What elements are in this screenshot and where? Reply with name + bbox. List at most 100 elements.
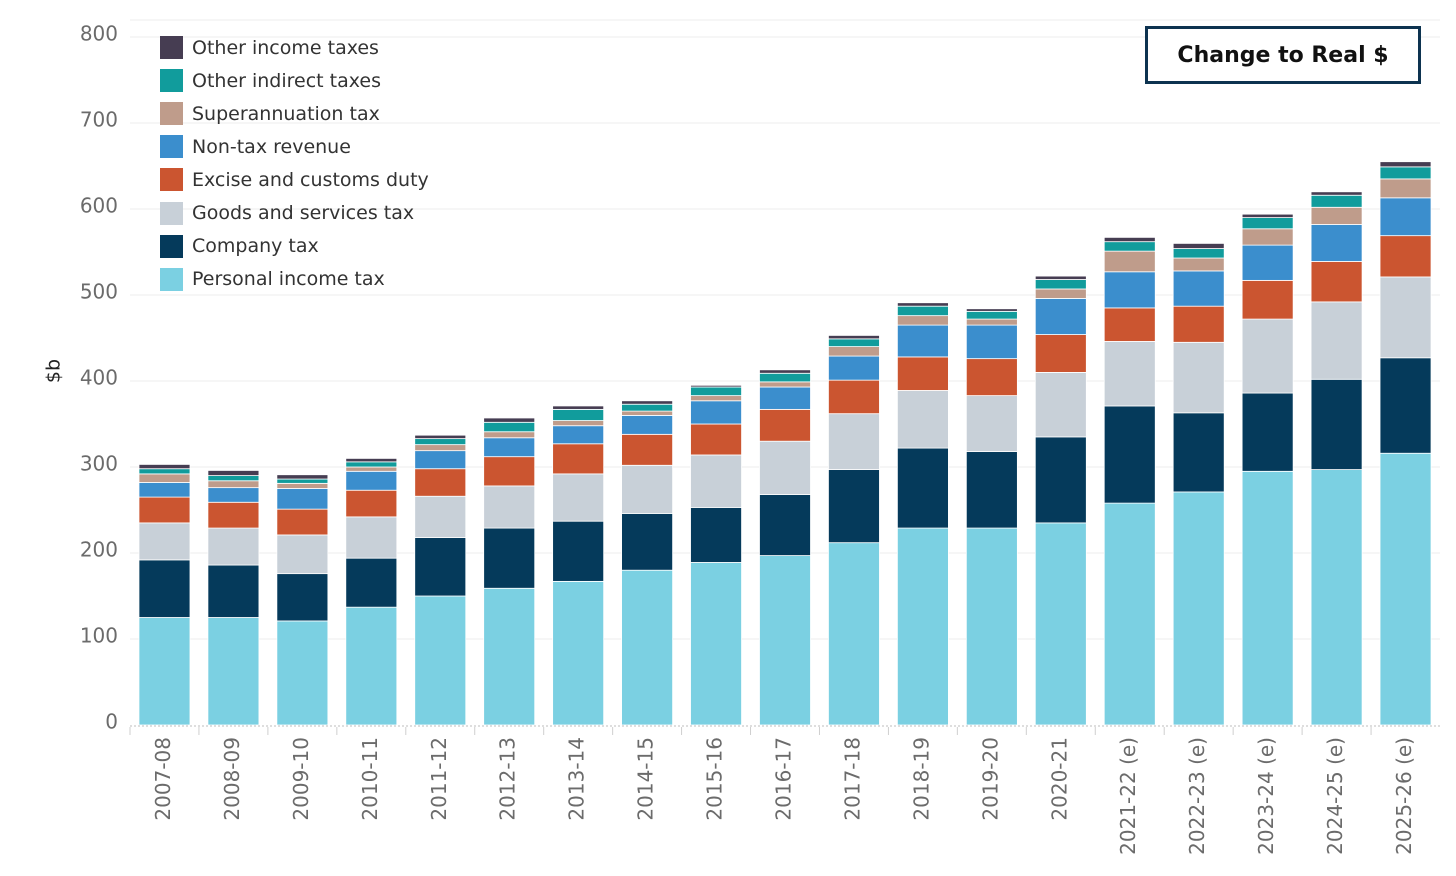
bar-segment[interactable]	[552, 580, 605, 726]
bar-segment[interactable]	[1103, 405, 1156, 504]
bar-segment[interactable]	[621, 403, 674, 412]
bar-segment[interactable]	[552, 443, 605, 475]
bar-segment[interactable]	[965, 324, 1018, 360]
bar-segment[interactable]	[1172, 257, 1225, 272]
bar-segment[interactable]	[414, 450, 467, 470]
bar-segment[interactable]	[207, 564, 260, 618]
bar-segment[interactable]	[1379, 166, 1432, 180]
bar-segment[interactable]	[621, 433, 674, 466]
bar-segment[interactable]	[759, 408, 811, 442]
bar-segment[interactable]	[759, 381, 811, 388]
bar-segment[interactable]	[690, 386, 742, 397]
bar-segment[interactable]	[1103, 250, 1156, 273]
bar-segment[interactable]	[1034, 298, 1087, 335]
bar-segment[interactable]	[621, 569, 674, 726]
bar-segment[interactable]	[276, 478, 329, 484]
bar-segment[interactable]	[896, 305, 949, 317]
bar-segment[interactable]	[483, 421, 536, 433]
bar-segment[interactable]	[276, 508, 329, 536]
bar-segment[interactable]	[276, 573, 329, 622]
bar-segment[interactable]	[965, 358, 1018, 397]
bar-segment[interactable]	[207, 617, 260, 726]
bar-segment[interactable]	[759, 494, 811, 556]
bar-segment[interactable]	[483, 485, 536, 529]
bar-segment[interactable]	[965, 451, 1018, 529]
bar-segment[interactable]	[828, 469, 880, 544]
bar-segment[interactable]	[1241, 392, 1294, 472]
bar-segment[interactable]	[414, 537, 467, 597]
bar-segment[interactable]	[414, 444, 467, 452]
bar-segment[interactable]	[621, 400, 674, 405]
bar-segment[interactable]	[207, 480, 260, 489]
bar-segment[interactable]	[1310, 206, 1363, 225]
bar-segment[interactable]	[965, 395, 1018, 452]
bar-segment[interactable]	[1172, 412, 1225, 493]
bar-segment[interactable]	[552, 520, 605, 582]
bar-segment[interactable]	[552, 420, 605, 427]
bar-segment[interactable]	[414, 495, 467, 538]
bar-segment[interactable]	[138, 473, 191, 483]
bar-segment[interactable]	[896, 527, 949, 726]
bar-segment[interactable]	[414, 468, 467, 497]
bar-segment[interactable]	[1379, 452, 1432, 726]
bar-segment[interactable]	[345, 470, 398, 491]
bar-segment[interactable]	[1241, 470, 1294, 726]
bar-segment[interactable]	[621, 464, 674, 514]
bar-segment[interactable]	[1172, 341, 1225, 414]
legend-item[interactable]: Non-tax revenue	[160, 130, 429, 163]
bar-segment[interactable]	[138, 464, 191, 470]
bar-segment[interactable]	[483, 437, 536, 458]
bar-segment[interactable]	[1172, 305, 1225, 343]
bar-segment[interactable]	[828, 379, 880, 415]
bar-segment[interactable]	[828, 338, 880, 347]
bar-segment[interactable]	[483, 587, 536, 726]
bar-segment[interactable]	[345, 461, 398, 468]
bar-segment[interactable]	[690, 507, 742, 563]
bar-segment[interactable]	[690, 384, 742, 388]
bar-segment[interactable]	[1034, 275, 1087, 280]
bar-segment[interactable]	[138, 468, 191, 475]
bar-segment[interactable]	[138, 482, 191, 498]
bar-segment[interactable]	[1103, 307, 1156, 342]
bar-segment[interactable]	[1379, 197, 1432, 237]
bar-segment[interactable]	[414, 434, 467, 440]
bar-segment[interactable]	[276, 488, 329, 510]
bar-segment[interactable]	[896, 315, 949, 326]
bar-segment[interactable]	[345, 466, 398, 472]
bar-segment[interactable]	[759, 369, 811, 374]
bar-segment[interactable]	[345, 606, 398, 726]
bar-segment[interactable]	[276, 474, 329, 480]
bar-segment[interactable]	[1103, 502, 1156, 726]
bar-segment[interactable]	[345, 557, 398, 608]
bar-segment[interactable]	[207, 470, 260, 477]
bar-segment[interactable]	[1379, 161, 1432, 168]
bar-segment[interactable]	[207, 487, 260, 503]
bar-segment[interactable]	[138, 522, 191, 561]
bar-segment[interactable]	[552, 408, 605, 421]
bar-segment[interactable]	[759, 555, 811, 726]
bar-segment[interactable]	[1310, 224, 1363, 262]
bar-segment[interactable]	[690, 400, 742, 425]
bar-segment[interactable]	[965, 310, 1018, 320]
bar-segment[interactable]	[896, 324, 949, 358]
bar-segment[interactable]	[896, 356, 949, 391]
bar-segment[interactable]	[276, 482, 329, 489]
bar-segment[interactable]	[552, 473, 605, 522]
bar-segment[interactable]	[1310, 469, 1363, 726]
bar-segment[interactable]	[483, 527, 536, 589]
bar-segment[interactable]	[1241, 228, 1294, 246]
bar-segment[interactable]	[1379, 235, 1432, 278]
bar-segment[interactable]	[1034, 371, 1087, 438]
bar-segment[interactable]	[1241, 318, 1294, 394]
bar-segment[interactable]	[1103, 341, 1156, 407]
bar-segment[interactable]	[828, 335, 880, 340]
bar-segment[interactable]	[414, 595, 467, 726]
bar-segment[interactable]	[621, 513, 674, 571]
bar-segment[interactable]	[1103, 241, 1156, 252]
legend-item[interactable]: Other income taxes	[160, 31, 429, 64]
bar-segment[interactable]	[1241, 217, 1294, 230]
bar-segment[interactable]	[1310, 301, 1363, 380]
bar-segment[interactable]	[276, 534, 329, 575]
bar-segment[interactable]	[414, 438, 467, 446]
legend-item[interactable]: Personal income tax	[160, 263, 429, 296]
